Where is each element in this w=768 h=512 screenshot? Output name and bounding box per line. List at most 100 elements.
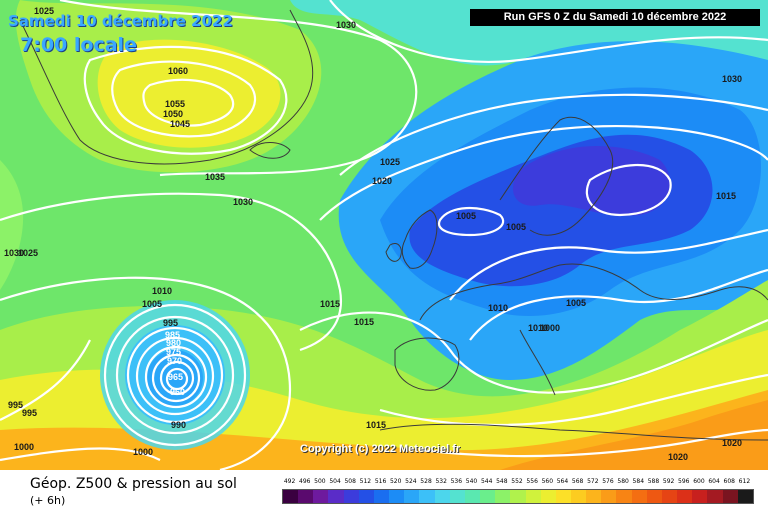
- coastlines: [19, 9, 768, 441]
- pressure-label: 970: [167, 356, 182, 366]
- legend-tick: 584: [632, 478, 645, 485]
- legend-swatch: [434, 490, 450, 503]
- legend-tick: 592: [662, 478, 675, 485]
- legend-tick: 588: [647, 478, 660, 485]
- coastline-europe: [419, 263, 768, 321]
- local-time-label: 7:00 locale: [20, 34, 137, 56]
- legend-tick: 524: [405, 478, 417, 485]
- legend-tick: 536: [450, 478, 463, 485]
- legend-tick: 596: [678, 478, 690, 485]
- legend-tick-labels: 492 496 500 504 508 512 516 520 524 528 532 536 540 5…: [282, 478, 752, 486]
- pressure-label: 960: [170, 387, 185, 397]
- legend-swatch: [449, 490, 465, 503]
- isobar-line: [59, 0, 418, 177]
- pressure-label: 1015: [366, 420, 386, 430]
- legend-tick: 532: [435, 478, 447, 485]
- legend-swatch: [313, 490, 329, 503]
- isobar-line: [111, 60, 257, 138]
- pressure-label: 980: [166, 338, 181, 348]
- pressure-label: 1025: [34, 6, 54, 16]
- isobar-low-ring: [135, 336, 215, 416]
- isobar-line: [419, 428, 768, 458]
- legend-swatch: [677, 490, 693, 503]
- pressure-label: 1000: [133, 447, 153, 457]
- chart-name: Géop. Z500 & pression au sol: [30, 476, 237, 492]
- legend-swatch: [570, 490, 587, 503]
- legend-tick: 540: [465, 478, 478, 485]
- pressure-label: 1030: [336, 20, 356, 30]
- coastline-iberia: [394, 337, 460, 391]
- legend-tick: 564: [556, 478, 569, 485]
- isobar-line: [329, 0, 768, 64]
- legend-swatch: [495, 490, 511, 503]
- pressure-label: 1015: [320, 299, 340, 309]
- pressure-label: 1050: [163, 109, 183, 119]
- pressure-label: 1005: [142, 299, 162, 309]
- legend-tick: 552: [511, 478, 523, 485]
- pressure-label: 1025: [380, 157, 400, 167]
- isobar-low-ring: [126, 326, 224, 424]
- legend-swatch: [343, 490, 359, 503]
- legend-swatch: [419, 490, 435, 503]
- pressure-label: 1035: [205, 172, 225, 182]
- legend-tick: 492: [283, 478, 296, 485]
- legend-tick: 580: [617, 478, 629, 485]
- legend-swatch: [601, 490, 617, 503]
- pressure-label: 1020: [668, 452, 688, 462]
- pressure-label: 1015: [716, 191, 736, 201]
- legend-swatch: [328, 490, 344, 503]
- legend-tick: 500: [314, 478, 326, 485]
- legend-swatch: [737, 490, 753, 503]
- coastline-ireland: [385, 243, 402, 262]
- legend-swatch: [389, 490, 405, 503]
- legend-tick: 556: [526, 478, 538, 485]
- isobar-low-ring: [115, 315, 235, 435]
- legend-tick: 516: [374, 478, 387, 485]
- pressure-label: 1015: [354, 317, 374, 327]
- legend-tick: 560: [541, 478, 554, 485]
- legend-swatch: [480, 490, 496, 503]
- pressure-label: 985: [165, 330, 180, 340]
- legend-swatch: [510, 490, 526, 503]
- legend-swatch: [283, 490, 299, 503]
- legend-tick: 612: [738, 478, 751, 485]
- isobar-line: [319, 124, 768, 221]
- isobars: [0, 0, 768, 470]
- run-info-banner: Run GFS 0 Z du Samedi 10 décembre 2022: [470, 9, 760, 26]
- pressure-label: 1000: [14, 442, 34, 452]
- isobar-line: [469, 268, 768, 341]
- color-scale-bar: [282, 489, 754, 504]
- pressure-label: 995: [163, 318, 178, 328]
- pressure-label: 1030: [4, 248, 24, 258]
- coastline-britain: [401, 209, 438, 269]
- legend-swatch: [631, 490, 647, 503]
- pressure-label: 995: [8, 400, 23, 410]
- isobar-line: [0, 339, 91, 421]
- legend-tick: 600: [693, 478, 705, 485]
- legend-swatch: [298, 490, 314, 503]
- field-south-deep: [500, 400, 768, 470]
- pressure-label: 1025: [18, 248, 38, 258]
- pressure-label: 1060: [168, 66, 188, 76]
- copyright-label: Copyright (c) 2022 Meteociel.fr: [300, 443, 461, 455]
- coastline-iceland: [249, 142, 291, 159]
- isobar-line: [449, 228, 768, 301]
- legend-tick: 528: [420, 478, 432, 485]
- legend-swatch: [404, 490, 420, 503]
- pressure-label: 975: [166, 347, 181, 357]
- isobar-line: [299, 311, 768, 394]
- date-label: Samedi 10 décembre 2022: [8, 12, 233, 30]
- isobar-low-ring: [159, 360, 195, 396]
- field-south-orange: [0, 390, 768, 470]
- legend-swatch: [616, 490, 632, 503]
- legend-tick: 608: [723, 478, 735, 485]
- legend-swatch: [464, 490, 481, 503]
- legend-tick: 568: [571, 478, 584, 485]
- pressure-label: 1010: [528, 323, 548, 333]
- legend-swatch: [646, 490, 662, 503]
- coastline-scandinavia: [499, 116, 614, 236]
- legend-swatch: [540, 490, 556, 503]
- legend-tick: 496: [299, 478, 311, 485]
- legend-tick: 576: [602, 478, 614, 485]
- legend-swatch: [586, 490, 602, 503]
